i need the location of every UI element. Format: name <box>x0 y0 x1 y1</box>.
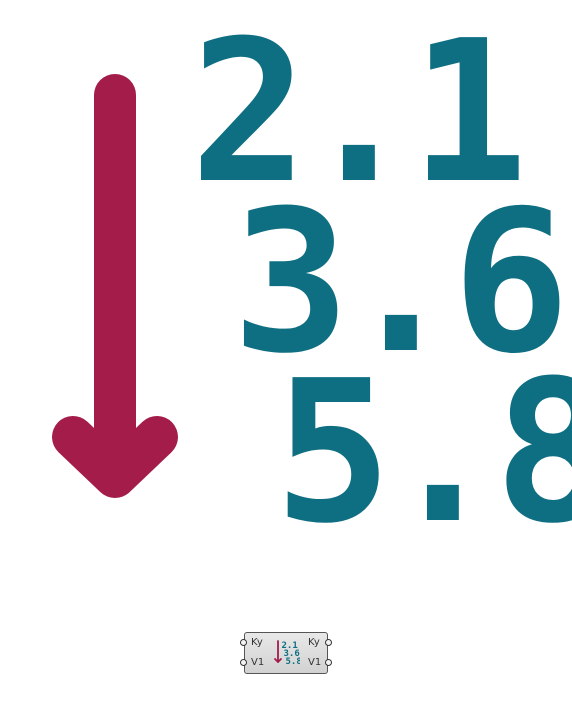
value-3: 5.8 <box>274 339 572 567</box>
mini-value-2: 3.6 <box>284 649 300 659</box>
input-label-v1: V1 <box>251 657 265 668</box>
output-label-v1: V1 <box>308 657 322 668</box>
sort-list-icon: 2.1 3.6 5.8 <box>274 640 301 667</box>
value-1: 2.1 <box>190 0 520 227</box>
output-grip-v1[interactable] <box>325 659 332 666</box>
value-2: 3.6 <box>232 169 562 397</box>
mini-value-3: 5.8 <box>286 657 301 667</box>
mini-arrow-icon <box>274 640 282 663</box>
output-grip-ky[interactable] <box>325 639 332 646</box>
output-label-ky: Ky <box>308 637 320 648</box>
input-grip-v1[interactable] <box>240 659 247 666</box>
sort-list-component[interactable]: Ky V1 Ky V1 2.1 3.6 5.8 <box>240 632 332 676</box>
input-grip-ky[interactable] <box>240 639 247 646</box>
mini-value-1: 2.1 <box>282 641 298 651</box>
component-body[interactable] <box>244 632 328 674</box>
sort-descending-arrow-icon <box>52 74 178 498</box>
input-label-ky: Ky <box>251 637 263 648</box>
